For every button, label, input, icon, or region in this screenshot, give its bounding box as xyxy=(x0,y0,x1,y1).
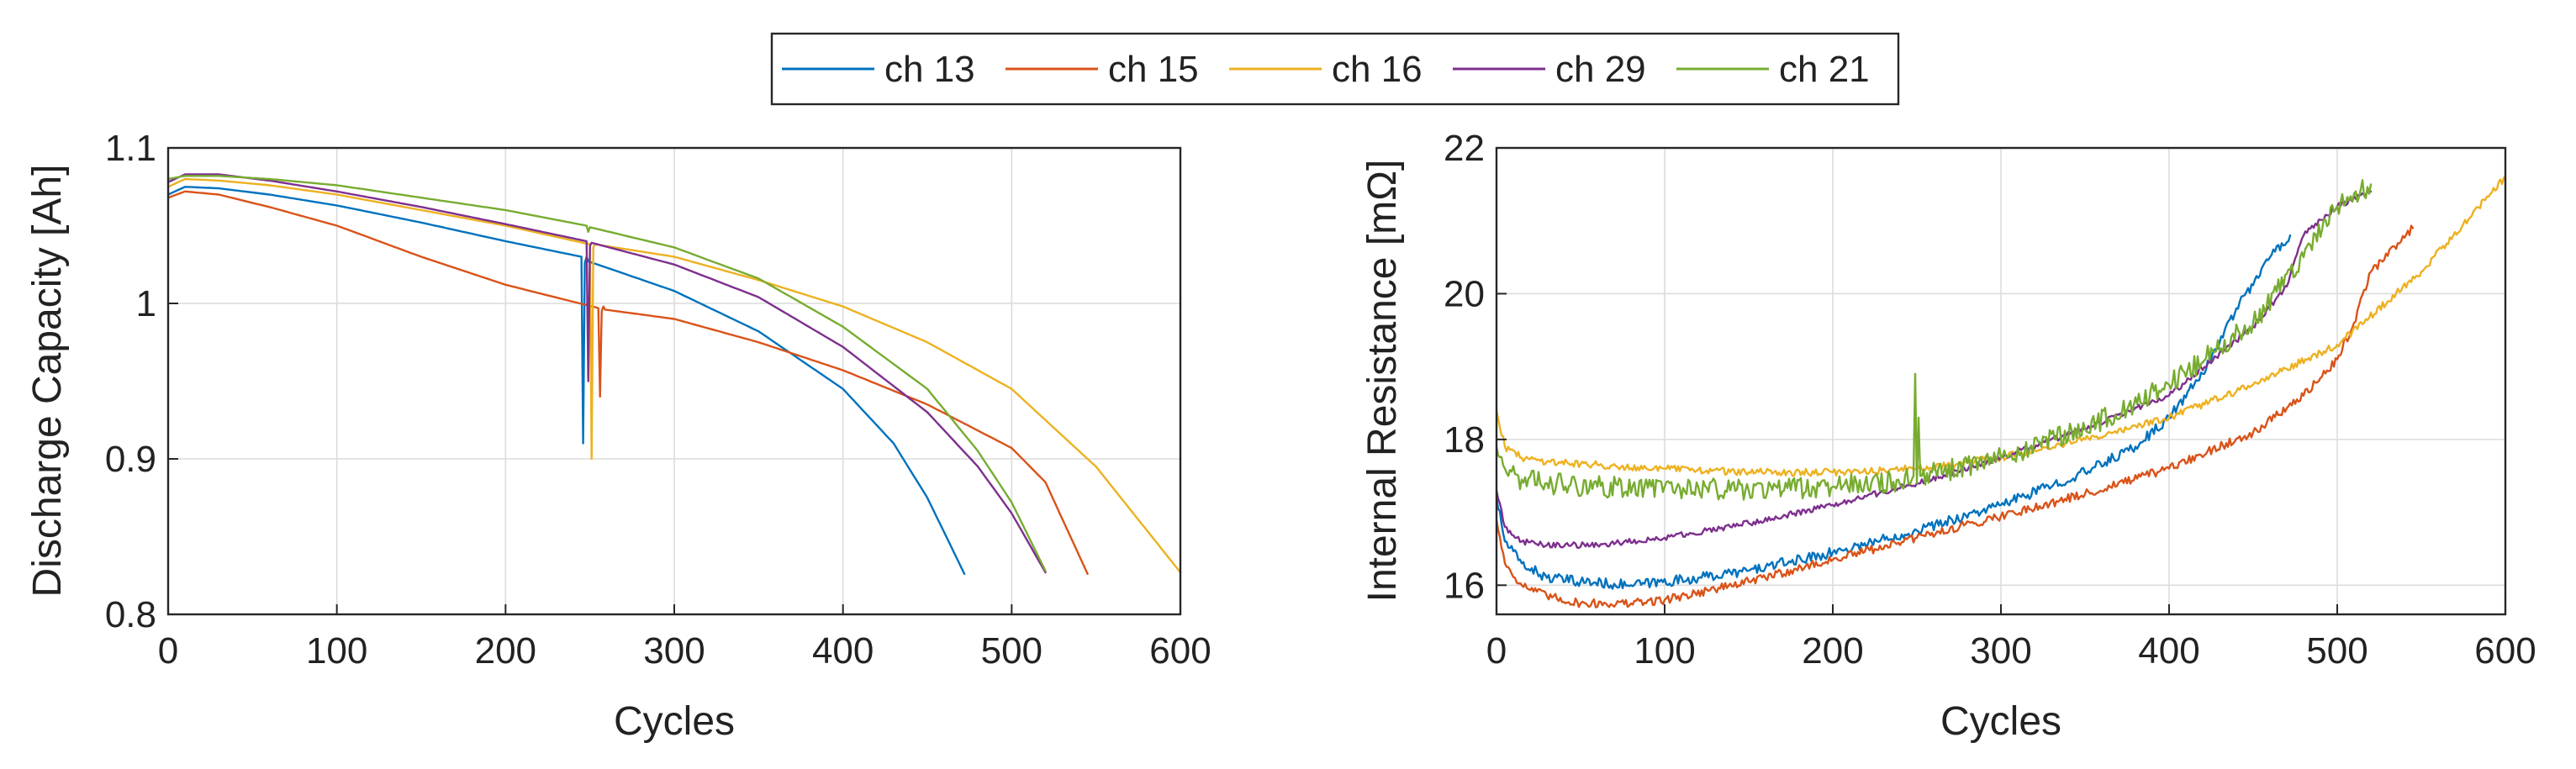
capacity-x-tick-label: 0 xyxy=(158,630,178,672)
legend-label-1: ch 15 xyxy=(1108,49,1199,90)
capacity-y-axis-label: Discharge Capacity [Ah] xyxy=(25,165,70,598)
resistance-y-tick-label: 20 xyxy=(1444,273,1485,314)
resistance-grid xyxy=(1496,147,2506,614)
resistance-x-tick-label: 100 xyxy=(1634,630,1695,672)
resistance-x-ticks: 0 100 200 300 400 500 600 xyxy=(1486,604,2536,672)
capacity-series-ch16 xyxy=(166,177,1182,574)
resistance-x-tick-label: 500 xyxy=(2306,630,2367,672)
capacity-series xyxy=(166,173,1182,576)
resistance-x-tick-label: 0 xyxy=(1486,630,1507,672)
legend-label-0: ch 13 xyxy=(884,49,975,90)
resistance-y-tick-label: 16 xyxy=(1444,565,1485,606)
resistance-x-axis-label: Cycles xyxy=(1940,699,2061,744)
capacity-x-tick-label: 100 xyxy=(306,630,367,672)
legend-entry-1: ch 15 xyxy=(1006,49,1199,90)
legend-label-2: ch 16 xyxy=(1332,49,1423,90)
resistance-y-axis-label: Internal Resistance [mΩ] xyxy=(1360,160,1405,603)
resistance-series-ch13 xyxy=(1495,234,2292,590)
capacity-y-tick-label: 0.9 xyxy=(105,439,156,480)
capacity-x-tick-label: 500 xyxy=(981,630,1043,672)
legend-entry-0: ch 13 xyxy=(782,49,975,90)
resistance-y-tick-label: 18 xyxy=(1444,419,1485,461)
resistance-series-ch21 xyxy=(1495,179,2373,501)
legend: ch 13 ch 15 ch 16 ch 29 ch 21 xyxy=(770,32,1900,106)
capacity-x-tick-label: 200 xyxy=(475,630,536,672)
resistance-x-tick-label: 300 xyxy=(1970,630,2031,672)
capacity-y-ticks: 0.8 0.9 1 1.1 xyxy=(105,128,178,635)
capacity-y-tick-label: 1 xyxy=(136,283,156,324)
capacity-y-tick-label: 0.8 xyxy=(105,594,156,635)
capacity-x-axis-label: Cycles xyxy=(614,699,735,744)
resistance-y-ticks: 16 18 20 22 xyxy=(1444,128,1507,606)
resistance-y-tick-label: 22 xyxy=(1444,128,1485,169)
resistance-x-tick-label: 400 xyxy=(2138,630,2199,672)
resistance-x-tick-label: 600 xyxy=(2474,630,2536,672)
resistance-series xyxy=(1495,176,2507,608)
capacity-series-ch21 xyxy=(166,175,1047,572)
resistance-chart: 0 100 200 300 400 500 600 16 18 20 22 Cycles Inte… xyxy=(1360,128,2536,744)
legend-entry-2: ch 16 xyxy=(1229,49,1423,90)
capacity-chart: 0 100 200 300 400 500 600 0.8 0.9 1 1.1 Cycles Di… xyxy=(25,128,1211,744)
capacity-x-tick-label: 300 xyxy=(643,630,705,672)
legend-label-4: ch 21 xyxy=(1779,49,1870,90)
legend-entry-4: ch 21 xyxy=(1676,49,1870,90)
resistance-series-ch15 xyxy=(1495,224,2415,608)
resistance-x-tick-label: 200 xyxy=(1802,630,1863,672)
capacity-x-ticks: 0 100 200 300 400 500 600 xyxy=(158,604,1211,672)
capacity-series-ch15 xyxy=(166,190,1089,576)
capacity-x-tick-label: 400 xyxy=(812,630,874,672)
capacity-series-ch29 xyxy=(166,173,1047,574)
legend-entry-3: ch 29 xyxy=(1453,49,1646,90)
capacity-x-tick-label: 600 xyxy=(1149,630,1211,672)
capacity-y-tick-label: 1.1 xyxy=(105,128,156,169)
legend-label-3: ch 29 xyxy=(1555,49,1646,90)
capacity-series-ch13 xyxy=(166,186,966,576)
